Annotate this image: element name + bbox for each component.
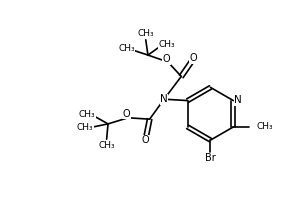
Text: CH₃: CH₃ [256,123,273,131]
Text: CH₃: CH₃ [77,123,93,132]
Text: Br: Br [205,153,216,163]
Text: O: O [142,135,150,145]
Text: CH₃: CH₃ [118,45,135,53]
Text: N: N [235,95,242,105]
Text: O: O [190,53,197,63]
Text: N: N [160,94,168,104]
Text: O: O [163,54,170,64]
Text: O: O [123,109,131,119]
Text: CH₃: CH₃ [79,110,95,119]
Text: CH₃: CH₃ [137,29,154,38]
Text: CH₃: CH₃ [98,141,115,150]
Text: CH₃: CH₃ [158,40,175,49]
